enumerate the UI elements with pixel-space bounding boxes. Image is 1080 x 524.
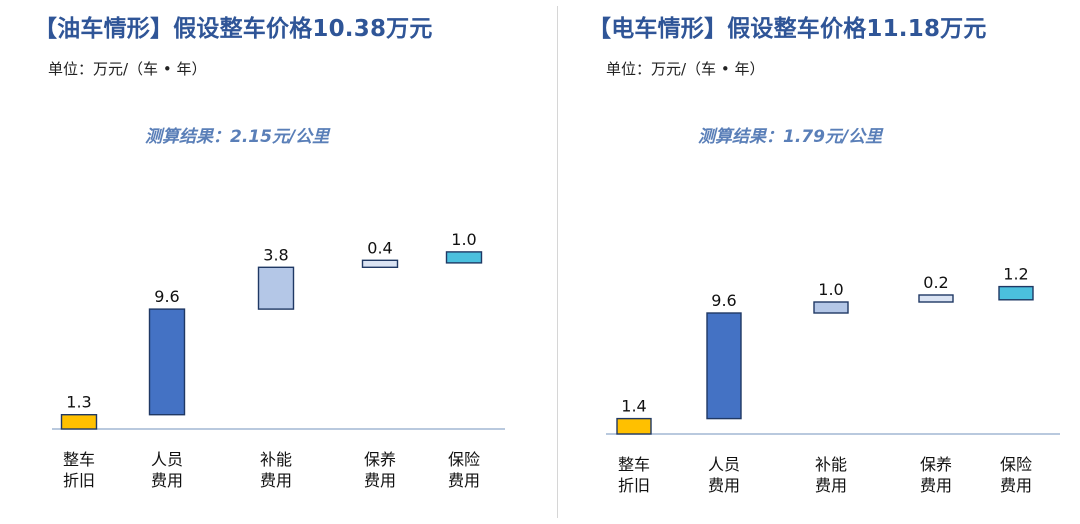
- value-label: 1.0: [451, 230, 476, 249]
- bar-4: [918, 294, 954, 303]
- category-label: 保险: [1000, 455, 1032, 474]
- value-label: 0.2: [923, 273, 948, 292]
- value-label: 1.4: [621, 397, 646, 416]
- category-label: 费用: [815, 476, 847, 495]
- unit-label: 单位：万元/（车 • 年）: [48, 60, 207, 78]
- bar-5: [445, 251, 483, 264]
- result-label: 测算结果：2.15元/公里: [145, 127, 330, 147]
- bar-3: [257, 266, 295, 310]
- bar-2: [706, 312, 742, 420]
- category-label: 人员: [708, 455, 740, 474]
- bar-2: [148, 308, 186, 416]
- category-label: 费用: [151, 471, 183, 490]
- bar-4: [361, 259, 399, 268]
- bar-1: [616, 417, 652, 435]
- category-label: 补能: [815, 455, 847, 474]
- oil-vehicle-panel: 【油车情形】假设整车价格10.38万元 单位：万元/（车 • 年） 测算结果：2…: [34, 16, 505, 490]
- category-label: 保养: [364, 450, 396, 469]
- category-label: 费用: [260, 471, 292, 490]
- category-label: 补能: [260, 450, 292, 469]
- category-label: 折旧: [63, 471, 95, 490]
- category-label: 费用: [920, 476, 952, 495]
- chart-title: 【电车情形】假设整车价格11.18万元: [588, 16, 987, 42]
- bar-3: [813, 301, 849, 314]
- value-label: 9.6: [154, 287, 179, 306]
- category-label: 折旧: [618, 476, 650, 495]
- unit-label: 单位：万元/（车 • 年）: [606, 60, 765, 78]
- result-label: 测算结果：1.79元/公里: [698, 127, 883, 147]
- chart-title: 【油车情形】假设整车价格10.38万元: [34, 16, 433, 42]
- value-label: 1.2: [1003, 265, 1028, 284]
- value-label: 1.0: [818, 280, 843, 299]
- value-label: 3.8: [263, 245, 288, 264]
- category-label: 保险: [448, 450, 480, 469]
- bar-5: [998, 285, 1034, 301]
- value-label: 9.6: [711, 291, 736, 310]
- panel-divider: [557, 6, 558, 518]
- category-label: 费用: [708, 476, 740, 495]
- category-label: 整车: [618, 455, 650, 474]
- category-label: 人员: [151, 450, 183, 469]
- category-label: 整车: [63, 450, 95, 469]
- category-label: 费用: [448, 471, 480, 490]
- electric-vehicle-panel: 【电车情形】假设整车价格11.18万元 单位：万元/（车 • 年） 测算结果：1…: [560, 0, 1080, 524]
- category-label: 费用: [364, 471, 396, 490]
- category-label: 保养: [920, 455, 952, 474]
- category-label: 费用: [1000, 476, 1032, 495]
- value-label: 0.4: [367, 238, 392, 257]
- value-label: 1.3: [66, 393, 91, 412]
- bar-1: [60, 414, 98, 430]
